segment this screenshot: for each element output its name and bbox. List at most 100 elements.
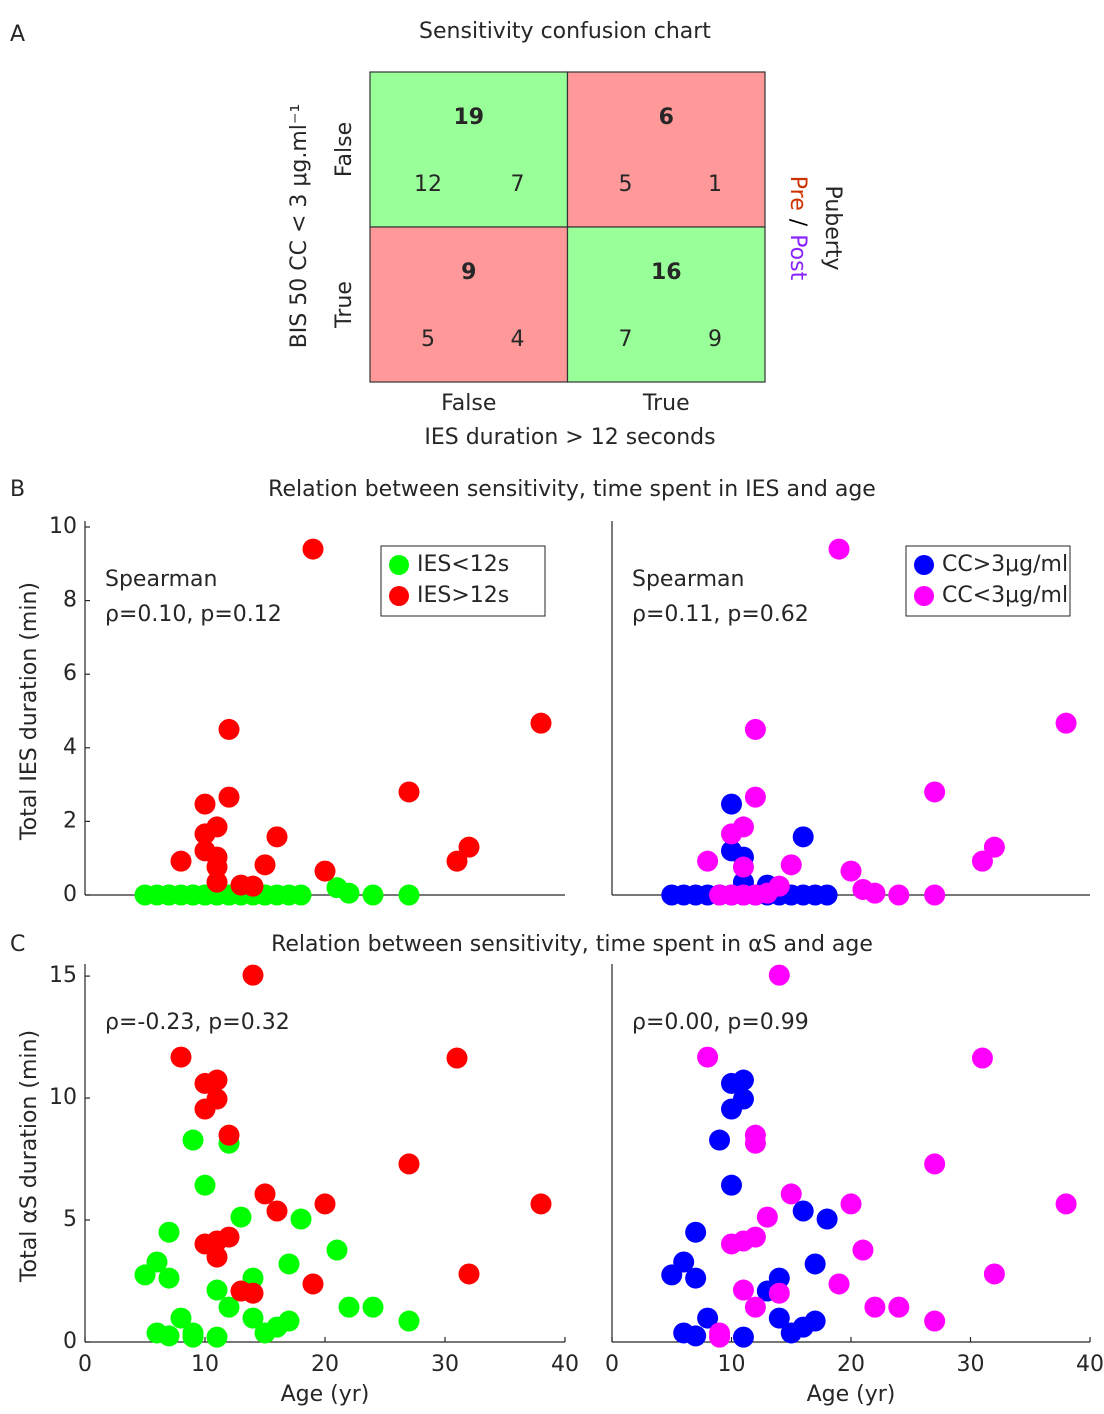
scatter-point — [924, 1310, 946, 1332]
y-tick-label: 6 — [63, 661, 77, 686]
y-tick-label: 8 — [63, 588, 77, 613]
group-name: Post — [785, 234, 810, 280]
scatter-point — [194, 1174, 216, 1196]
panel-title: Relation between sensitivity, time spent… — [268, 477, 876, 502]
scatter-point — [362, 1296, 384, 1318]
annotation: ρ=-0.23, p=0.32 — [105, 1010, 290, 1035]
scatter-point — [314, 860, 336, 882]
x-axis-label: Age (yr) — [281, 1382, 370, 1407]
scatter-point — [756, 882, 778, 904]
scatter-point — [983, 1263, 1005, 1285]
scatter-point — [446, 850, 468, 872]
scatter-point — [170, 850, 192, 872]
scatter-point — [971, 1047, 993, 1069]
panel-label: A — [10, 22, 25, 47]
scatter-point — [983, 836, 1005, 858]
scatter-point — [816, 1208, 838, 1230]
annotation: ρ=0.10, p=0.12 — [105, 602, 282, 627]
scatter-point — [254, 1322, 276, 1344]
group-legend: Pre / Post — [785, 176, 810, 281]
scatter-point — [744, 786, 766, 808]
scatter-point — [398, 781, 420, 803]
legend-box — [380, 545, 546, 617]
group-title: Puberty — [820, 185, 845, 270]
scatter-point — [721, 1098, 742, 1120]
scatter-point — [206, 871, 228, 893]
x-axis-label: Age (yr) — [807, 1382, 896, 1407]
scatter-point — [732, 816, 754, 838]
x-tick-label: 40 — [1076, 1352, 1104, 1377]
y-tick-label: 10 — [49, 514, 77, 539]
x-category: False — [441, 391, 496, 416]
y-tick-label: 15 — [49, 963, 77, 988]
legend-marker — [389, 555, 409, 575]
legend-label: CC<3μg/ml — [942, 583, 1068, 608]
scatter-point — [744, 1296, 766, 1318]
scatter-point — [792, 826, 814, 848]
scatter-point — [278, 1253, 300, 1275]
cell-count: 19 — [453, 105, 484, 130]
scatter-point — [971, 850, 993, 872]
legend-label: IES<12s — [417, 552, 509, 577]
scatter-point — [458, 1263, 480, 1285]
scatter-point — [194, 1098, 216, 1120]
scatter-point — [780, 854, 802, 876]
scatter-point — [242, 875, 264, 897]
legend-marker — [914, 555, 934, 575]
scatter-point — [780, 1322, 802, 1344]
scatter-point — [170, 1046, 192, 1068]
scatter-point — [242, 964, 264, 986]
x-tick-label: 0 — [78, 1352, 92, 1377]
annotation: ρ=0.00, p=0.99 — [632, 1010, 809, 1035]
scatter-point — [134, 1264, 156, 1286]
x-tick-label: 30 — [957, 1352, 985, 1377]
x-category: True — [642, 391, 690, 416]
chart-title: Sensitivity confusion chart — [419, 19, 711, 44]
scatter-point — [206, 1246, 228, 1268]
scatter-point — [266, 826, 288, 848]
scatter-point — [709, 1326, 731, 1348]
cell-count: 6 — [659, 105, 674, 130]
scatter-point — [266, 1200, 288, 1222]
scatter-point — [792, 1200, 814, 1222]
scatter-point — [206, 1326, 228, 1348]
scatter-point — [685, 1325, 707, 1347]
scatter-point — [816, 884, 838, 906]
scatter-point — [744, 1132, 766, 1154]
scatter-point — [721, 884, 742, 906]
scatter-point — [744, 718, 766, 740]
y-category: False — [332, 122, 357, 177]
scatter-point — [338, 1296, 360, 1318]
scatter-point — [768, 1282, 790, 1304]
x-axis-label: IES duration > 12 seconds — [424, 425, 715, 450]
scatter-point — [697, 850, 719, 872]
scatter-point — [158, 1325, 180, 1347]
scatter-point — [828, 1273, 850, 1295]
scatter-point — [326, 1239, 348, 1261]
scatter-point — [254, 1183, 276, 1205]
scatter-point — [888, 1296, 910, 1318]
confusion-cell — [369, 71, 569, 228]
scatter-point — [768, 964, 790, 986]
x-tick-label: 0 — [605, 1352, 619, 1377]
scatter-point — [685, 1221, 707, 1243]
scatter-point — [924, 781, 946, 803]
legend-marker — [914, 586, 934, 606]
y-tick-label: 0 — [63, 882, 77, 907]
scatter-point — [206, 856, 228, 878]
scatter-point — [302, 538, 324, 560]
scatter-point — [194, 793, 216, 815]
scatter-point — [338, 882, 360, 904]
x-tick-label: 20 — [311, 1352, 339, 1377]
scatter-point — [458, 836, 480, 858]
scatter-point — [697, 1307, 719, 1329]
scatter-point — [732, 856, 754, 878]
cell-group-count: 7 — [619, 327, 633, 352]
group-separator: / — [785, 219, 810, 227]
scatter-point — [218, 1124, 240, 1146]
scatter-point — [721, 1072, 742, 1094]
scatter-point — [218, 718, 240, 740]
x-tick-label: 10 — [191, 1352, 219, 1377]
scatter-point — [182, 1129, 204, 1151]
